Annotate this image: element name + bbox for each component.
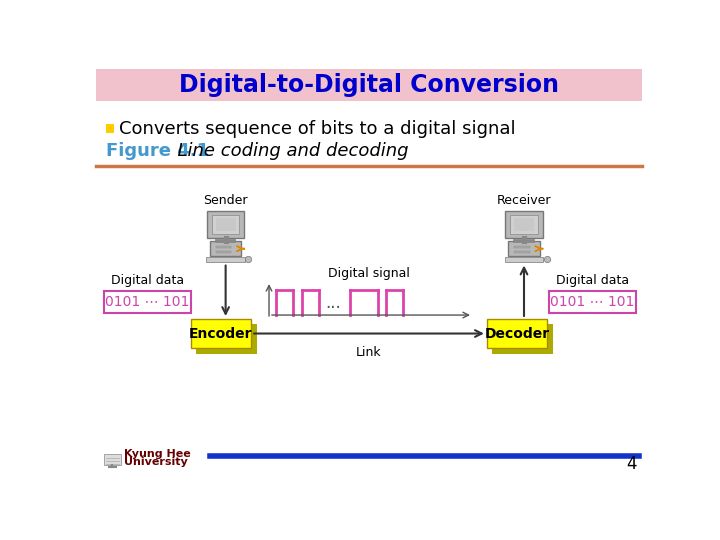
Bar: [191, 319, 251, 348]
Bar: [505, 211, 543, 238]
Bar: [207, 257, 245, 262]
Bar: [216, 218, 235, 231]
Bar: [505, 257, 544, 262]
Text: Digital signal: Digital signal: [328, 267, 410, 280]
Bar: [196, 325, 256, 354]
Bar: [210, 241, 241, 256]
Text: Encoder: Encoder: [189, 327, 253, 341]
Text: Kyung Hee: Kyung Hee: [124, 449, 191, 459]
Bar: [104, 455, 121, 465]
Bar: [487, 319, 547, 348]
Text: Decoder: Decoder: [485, 327, 549, 341]
Bar: [510, 215, 538, 234]
Text: Receiver: Receiver: [497, 194, 552, 207]
Text: Digital data: Digital data: [111, 274, 184, 287]
Text: Figure 4.1: Figure 4.1: [106, 142, 209, 160]
Bar: [212, 215, 239, 234]
Text: Converts sequence of bits to a digital signal: Converts sequence of bits to a digital s…: [120, 120, 516, 138]
Bar: [514, 251, 530, 253]
Bar: [514, 246, 530, 248]
Bar: [514, 218, 534, 231]
Bar: [508, 241, 540, 256]
Bar: [207, 211, 244, 238]
Bar: [106, 124, 114, 132]
Text: Line coding and decoding: Line coding and decoding: [166, 142, 408, 160]
Text: Digital data: Digital data: [556, 274, 629, 287]
Text: 0101 ⋯ 101: 0101 ⋯ 101: [105, 295, 189, 309]
Bar: [216, 251, 231, 253]
Text: Digital-to-Digital Conversion: Digital-to-Digital Conversion: [179, 73, 559, 97]
Text: Link: Link: [356, 346, 382, 359]
Text: Sender: Sender: [203, 194, 248, 207]
Text: 0101 ⋯ 101: 0101 ⋯ 101: [550, 295, 634, 309]
Bar: [216, 246, 231, 248]
Text: 4: 4: [626, 455, 636, 473]
Bar: [492, 325, 553, 354]
Text: University: University: [124, 457, 188, 467]
Bar: [96, 69, 642, 101]
Text: ...: ...: [325, 294, 341, 312]
Bar: [549, 291, 636, 313]
Bar: [104, 291, 191, 313]
